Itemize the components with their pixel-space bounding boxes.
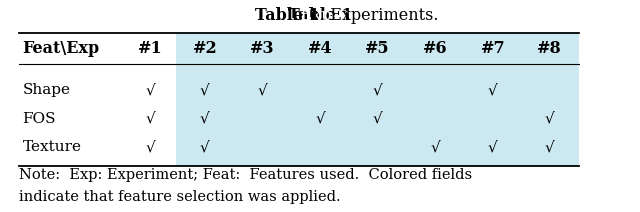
Text: Shape: Shape	[22, 83, 70, 97]
Text: √: √	[315, 112, 325, 126]
Text: √: √	[257, 83, 268, 97]
Text: √: √	[200, 83, 210, 97]
Text: #4: #4	[308, 40, 332, 57]
Text: √: √	[372, 83, 383, 97]
Text: #5: #5	[365, 40, 390, 57]
Text: #7: #7	[481, 40, 505, 57]
Text: Table 1: Table 1	[255, 7, 320, 24]
Text: Feat\Exp: Feat\Exp	[22, 40, 100, 57]
Text: Texture: Texture	[22, 140, 81, 154]
Text: #8: #8	[537, 40, 561, 57]
Text: √: √	[145, 112, 156, 126]
Text: √: √	[200, 140, 210, 154]
Text: #3: #3	[250, 40, 275, 57]
Text: indicate that feature selection was applied.: indicate that feature selection was appl…	[19, 190, 341, 204]
Text: √: √	[145, 140, 156, 154]
Text: √: √	[145, 83, 156, 97]
Text: Table 1. Experiments.: Table 1. Experiments.	[231, 7, 409, 24]
Text: FOS: FOS	[22, 112, 56, 126]
Text: √: √	[488, 83, 498, 97]
Text: √: √	[544, 112, 554, 126]
Text: √: √	[544, 140, 554, 154]
Text: √: √	[430, 140, 440, 154]
Text: √: √	[372, 112, 383, 126]
Text: #2: #2	[193, 40, 217, 57]
Text: Table 1: Table 1	[287, 7, 353, 24]
Text: . Experiments.: . Experiments.	[320, 7, 438, 24]
Bar	[176, 33, 579, 166]
Text: √: √	[200, 112, 210, 126]
Text: #1: #1	[138, 40, 163, 57]
Text: #6: #6	[423, 40, 447, 57]
Text: Note:  Exp: Experiment; Feat:  Features used.  Colored fields: Note: Exp: Experiment; Feat: Features us…	[19, 168, 472, 182]
Text: √: √	[488, 140, 498, 154]
